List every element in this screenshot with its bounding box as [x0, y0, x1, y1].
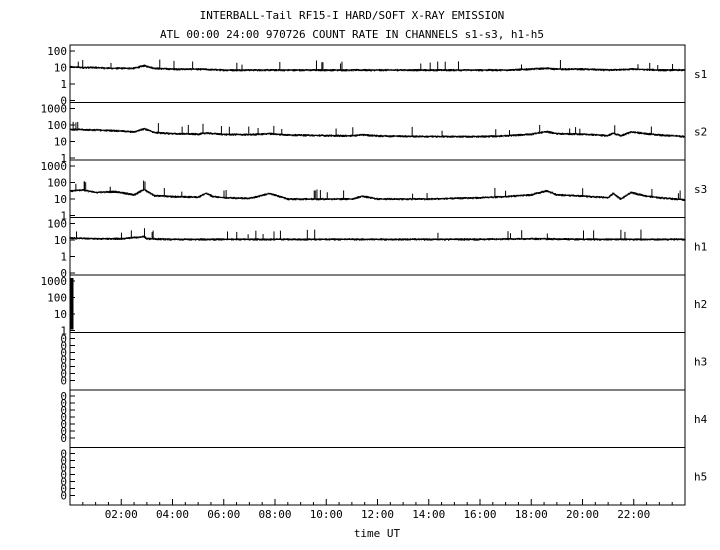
- panel-frame-s2: [69, 102, 686, 161]
- y-tick-label: 0: [60, 347, 67, 360]
- figure-subtitle: ATL 00:00 24:00 970726 COUNT RATE IN CHA…: [160, 28, 544, 41]
- y-tick-label: 0: [60, 354, 67, 367]
- channel-name: h5: [694, 470, 707, 483]
- y-tick-label: 0: [60, 411, 67, 424]
- panel-frame-h3: [69, 332, 686, 391]
- y-tick-label: 0: [60, 404, 67, 417]
- y-tick-label: 0: [60, 267, 67, 280]
- y-tick-label: 100: [47, 119, 67, 132]
- panel-s3: 1000 100 10 1 s3: [41, 159, 707, 223]
- y-tick-label: 100: [47, 292, 67, 305]
- y-tick-label: 100: [47, 45, 67, 58]
- x-tick-label: 12:00: [361, 508, 394, 521]
- panel-frame-h5: [69, 447, 686, 506]
- panel-s2: 1000 100 10 1 s2: [41, 102, 707, 165]
- y-tick-label: 0: [60, 340, 67, 353]
- channel-name: h1: [694, 240, 707, 253]
- y-tick-label: 0: [60, 95, 67, 108]
- y-tick-label: 0: [60, 333, 67, 346]
- y-tick-label: 0: [60, 448, 67, 461]
- y-tick-label: 0: [60, 375, 67, 388]
- y-tick-label: 1000: [41, 160, 68, 173]
- y-tick-label: 10: [54, 136, 67, 149]
- y-tick-label: 1: [60, 251, 67, 264]
- x-tick-label: 08:00: [258, 508, 291, 521]
- panel-frame-s1: [69, 44, 686, 103]
- y-tick-label: 10: [54, 193, 67, 206]
- y-tick-label: 0: [60, 462, 67, 475]
- x-tick-label: 14:00: [412, 508, 445, 521]
- y-tick-label: 1000: [41, 275, 68, 288]
- panel-frame-s3: [69, 159, 686, 218]
- channel-name: h2: [694, 298, 707, 311]
- y-tick-label: 100: [47, 218, 67, 231]
- panel-h2: 1000 100 10 1 h2: [41, 274, 707, 338]
- series-line-s3: [69, 188, 686, 202]
- y-tick-label: 0: [60, 483, 67, 496]
- y-tick-label: 1: [60, 152, 67, 165]
- panel-frame-h1: [69, 217, 686, 276]
- channel-name: s1: [694, 68, 707, 81]
- figure-title: INTERBALL-Tail RF15-I HARD/SOFT X-RAY EM…: [200, 9, 505, 22]
- x-tick-label: 06:00: [207, 508, 240, 521]
- x-tick-label: 16:00: [463, 508, 496, 521]
- channel-name: h4: [694, 413, 708, 426]
- y-tick-label: 0: [60, 368, 67, 381]
- x-tick-label: 10:00: [310, 508, 343, 521]
- series-line-s2: [69, 127, 686, 138]
- y-tick-label: 0: [60, 490, 67, 503]
- y-tick-label: 0: [60, 432, 67, 445]
- x-tick-label: 20:00: [566, 508, 599, 521]
- panel-frame-h4: [69, 389, 686, 448]
- channel-name: s2: [694, 125, 707, 138]
- y-tick-label: 0: [60, 469, 67, 482]
- y-tick-label: 1: [60, 325, 67, 338]
- y-tick-label: 100: [47, 177, 67, 190]
- series-line-s1: [69, 64, 686, 72]
- channel-name: s3: [694, 183, 707, 196]
- y-tick-label: 0: [60, 361, 67, 374]
- x-tick-label: 02:00: [105, 508, 138, 521]
- panel-frame-h2: [69, 274, 686, 333]
- channel-panels: 1001010s11000100101s21000100101s31001010…: [41, 44, 708, 506]
- x-tick-label: 18:00: [515, 508, 548, 521]
- y-tick-label: 10: [54, 62, 67, 75]
- y-tick-label: 0: [60, 397, 67, 410]
- x-tick-label: 22:00: [617, 508, 650, 521]
- time-axis: 02:00 04:00 06:00 08:00 10:00 12:00 14:00 16:00…: [82, 499, 673, 521]
- y-tick-label: 10: [54, 308, 67, 321]
- y-tick-label: 1: [60, 210, 67, 223]
- x-tick-label: 04:00: [156, 508, 189, 521]
- x-axis-label: time UT: [354, 527, 401, 540]
- y-tick-label: 10: [54, 234, 67, 247]
- y-tick-label: 1000: [41, 103, 68, 116]
- y-tick-label: 0: [60, 476, 67, 489]
- series-line-h1: [69, 235, 686, 241]
- y-tick-label: 0: [60, 390, 67, 403]
- y-tick-label: 0: [60, 425, 67, 438]
- y-tick-label: 1: [60, 78, 67, 91]
- y-tick-label: 0: [60, 418, 67, 431]
- y-tick-label: 0: [60, 455, 67, 468]
- channel-name: h3: [694, 355, 707, 368]
